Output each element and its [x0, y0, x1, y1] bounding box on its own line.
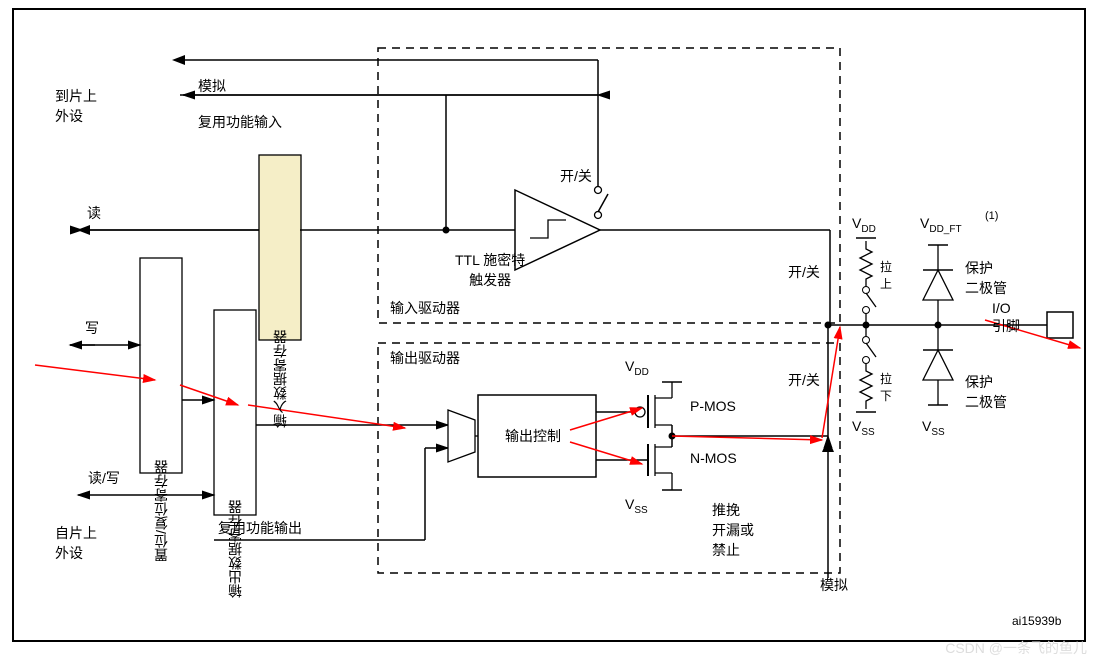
label-ttl: TTL 施密特触发器 [455, 250, 525, 290]
label-onoff-r2: 开/关 [788, 370, 820, 390]
label-read-write: 读/写 [88, 468, 120, 488]
label-output-reg: 输出数据寄存器 [225, 500, 245, 598]
label-input-drv: 输入驱动器 [390, 298, 460, 318]
label-set-reset: 置位/复位寄存器 [151, 460, 171, 562]
label-from-onchip: 自片上外设 [55, 523, 97, 563]
label-pullup: 拉上 [880, 258, 892, 292]
label-vdd-mos: VDD [625, 358, 649, 378]
label-input-reg: 输入数据寄存器 [270, 330, 290, 428]
label-vdd-pu: VDD [852, 215, 876, 235]
label-onoff-r1: 开/关 [788, 262, 820, 282]
label-ft-sup: (1) [985, 210, 998, 222]
label-nmos: N-MOS [690, 450, 737, 466]
label-analog: 模拟 [198, 76, 226, 96]
label-out-ctrl: 输出控制 [505, 426, 561, 446]
watermark: CSDN @一条飞的鱼儿 [945, 638, 1087, 658]
label-pmos: P-MOS [690, 398, 736, 414]
label-ref: ai15939b [1012, 614, 1061, 628]
diagram-root: 到片上外设 模拟 复用功能输入 开/关 读 TTL 施密特触发器 输入数据寄存器… [0, 0, 1097, 663]
label-vss-pd: VSS [852, 418, 875, 438]
label-vdd-ft: VDD_FT [920, 215, 962, 235]
label-prot1: 保护二极管 [965, 258, 1007, 298]
label-af-input: 复用功能输入 [198, 112, 282, 132]
label-analog2: 模拟 [820, 575, 848, 595]
schematic-svg [0, 0, 1097, 663]
label-write: 写 [85, 318, 99, 338]
label-output-drv: 输出驱动器 [390, 348, 460, 368]
label-vss-mos: VSS [625, 496, 648, 516]
label-to-onchip: 到片上外设 [55, 86, 97, 126]
label-pulldown: 拉下 [880, 370, 892, 404]
label-pp-od: 推挽开漏或禁止 [712, 500, 754, 560]
label-read: 读 [87, 203, 101, 223]
label-prot2: 保护二极管 [965, 372, 1007, 412]
label-io-pin: I/O引脚 [992, 300, 1020, 336]
label-af-output: 复用功能输出 [218, 518, 302, 538]
label-onoff-top: 开/关 [560, 166, 592, 186]
label-vss-pd2: VSS [922, 418, 945, 438]
